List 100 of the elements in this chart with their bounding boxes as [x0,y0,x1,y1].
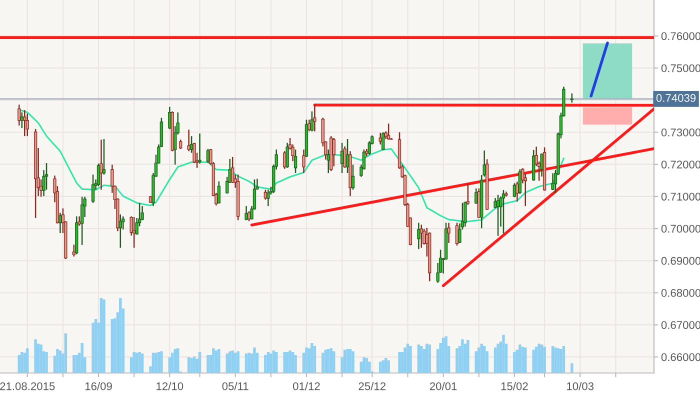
bar [176,348,180,373]
bar [428,344,431,373]
candlestick [217,180,220,204]
candlestick [23,109,26,137]
candlestick [464,200,467,228]
bar [275,352,278,373]
candlestick [382,132,385,151]
bar [283,352,286,373]
bar [45,352,48,373]
bar [513,352,516,373]
bar [26,348,29,373]
bar [398,352,401,373]
bar [456,348,458,373]
candlestick [313,104,316,132]
bar [110,319,114,373]
bar [417,344,420,373]
candlestick [447,222,450,244]
bar [226,354,228,373]
candlestick [466,182,470,206]
bar [218,349,220,373]
candlestick [58,212,62,234]
x-tick-label: 16/09 [85,382,112,390]
candlestick [516,181,519,202]
bar [171,352,174,373]
candlestick [102,138,106,176]
bar [92,322,94,373]
candlestick [540,152,544,178]
bar [494,348,497,373]
bar [444,336,448,373]
candlestick [351,164,355,190]
x-tick-label: 12/10 [156,382,184,390]
bar [34,339,37,373]
candlestick [474,188,478,204]
bar [264,355,267,373]
bar [160,351,163,373]
bar [100,298,103,373]
bar [478,348,480,373]
candlestick [343,146,346,169]
candlestick [192,142,196,164]
candlestick [294,148,298,174]
bar [56,349,59,373]
bar [532,350,535,373]
candlestick [179,139,182,150]
bar [313,346,316,373]
bar [206,355,210,373]
bar [570,363,574,373]
x-tick-label: 10/03 [567,382,594,390]
bar [152,352,155,373]
candlestick [18,104,21,126]
candlestick [187,129,190,152]
bar [322,352,324,373]
bar [362,357,366,373]
candlestick [570,92,574,104]
bar [404,348,406,373]
candlestick [332,137,336,167]
candlestick [308,119,311,132]
candlestick [72,244,76,258]
candlestick [551,172,554,191]
bar [102,300,106,373]
bar [365,358,368,373]
candlestick [100,139,103,190]
candlestick [302,148,306,174]
bar [236,351,240,373]
bar [352,351,354,373]
bar [387,360,390,373]
bar [80,343,84,373]
candlestick [386,122,390,140]
bar [524,348,527,373]
bar [543,346,546,373]
bar [187,357,190,373]
candlestick [244,205,248,221]
bar [343,350,346,373]
bar [244,354,248,373]
ref-line-label: 0.74039 [656,94,696,102]
x-tick-label: 21.08.2015 [0,382,55,390]
bar [140,354,144,373]
x-tick-label: 05/11 [222,382,248,390]
candlestick [420,224,423,248]
bar [474,351,478,373]
bar [368,362,371,373]
candlestick [198,132,202,164]
bar [198,352,202,373]
candlestick [80,196,84,246]
bar [64,333,68,373]
bar [562,346,566,373]
bar [132,352,136,373]
candlestick [417,222,420,250]
bar [332,351,336,373]
candlestick [26,113,29,137]
bar [360,362,363,373]
bar [551,346,554,373]
x-tick-label: 15/02 [501,382,528,390]
candlestick [168,106,172,130]
bar [409,346,412,373]
candlestick [118,214,122,248]
candlestick [310,110,314,132]
candlestick [286,142,289,169]
candlestick [502,189,506,234]
x-tick-label: 25/12 [358,382,386,390]
bar [294,355,297,373]
